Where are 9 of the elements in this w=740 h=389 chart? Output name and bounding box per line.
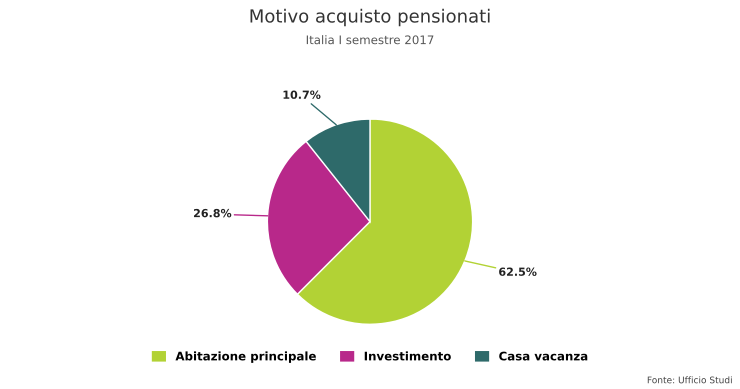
data-label: 10.7% xyxy=(284,90,321,99)
legend-label: Investimento xyxy=(364,351,451,361)
legend-label: Abitazione principale xyxy=(175,351,316,363)
source-note: Fonte: Ufficio Studi xyxy=(648,376,732,384)
chart-title: Motivo acquisto pensionati xyxy=(250,8,490,26)
data-label: 26.8% xyxy=(194,208,232,218)
chart-subtitle: Italia I semestre 2017 xyxy=(306,35,434,44)
data-label: 62.5% xyxy=(499,268,537,276)
legend-label: Casa vacanza xyxy=(499,352,588,361)
